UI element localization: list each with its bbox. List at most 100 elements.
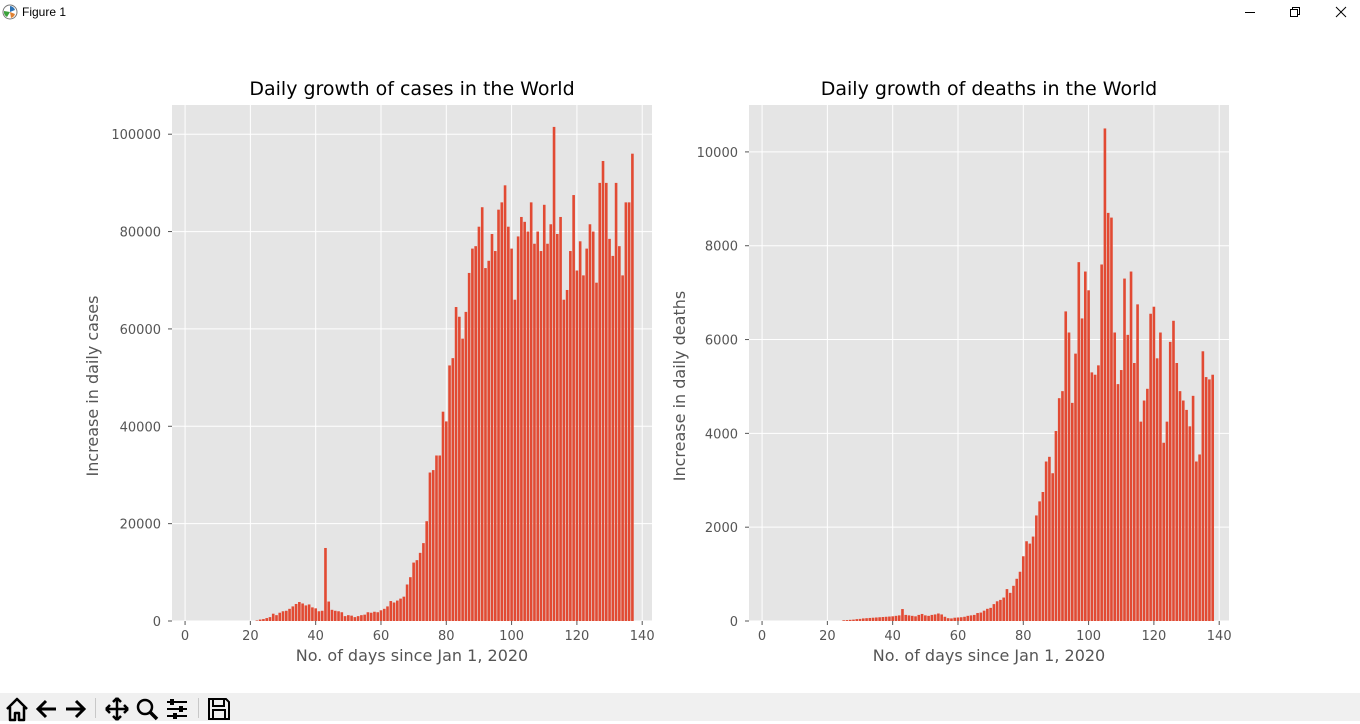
bar	[497, 210, 500, 621]
bar	[520, 217, 523, 621]
bar	[1198, 454, 1201, 621]
bar	[474, 246, 477, 621]
bar	[1166, 422, 1169, 621]
bar	[321, 611, 324, 621]
zoom-button[interactable]	[133, 696, 161, 724]
bar	[1175, 363, 1178, 621]
bar	[1084, 272, 1087, 621]
bar	[285, 611, 288, 621]
bar	[852, 620, 855, 621]
bar	[556, 234, 559, 621]
bar	[1006, 589, 1009, 621]
bar	[1038, 501, 1041, 621]
bar	[305, 605, 308, 621]
x-tick-label: 40	[884, 629, 901, 644]
chart-title: Daily growth of cases in the World	[249, 78, 574, 100]
bar	[1205, 377, 1208, 621]
bar	[869, 618, 872, 621]
bar	[940, 614, 943, 621]
bar	[1074, 354, 1077, 621]
bar	[989, 608, 992, 621]
bar	[1172, 321, 1175, 621]
bar	[373, 612, 376, 621]
restore-icon	[1289, 6, 1301, 18]
x-tick-label: 140	[1207, 629, 1232, 644]
bar	[383, 609, 386, 621]
bar	[461, 339, 464, 621]
x-tick-label: 60	[950, 629, 967, 644]
bar	[953, 618, 956, 621]
bar	[494, 251, 497, 621]
bar	[865, 618, 868, 621]
bar	[950, 618, 953, 621]
bar	[1061, 391, 1064, 621]
bar	[406, 584, 409, 621]
bar	[1035, 515, 1038, 621]
x-tick-label: 120	[1141, 629, 1166, 644]
bar	[1143, 401, 1146, 621]
bar	[347, 615, 350, 621]
bar	[1100, 264, 1103, 621]
bar	[1051, 473, 1054, 621]
bar	[295, 604, 298, 621]
bar	[934, 614, 937, 621]
bar	[927, 616, 930, 621]
y-tick-label: 6000	[705, 334, 738, 349]
save-button[interactable]	[205, 696, 233, 724]
bar	[628, 202, 631, 621]
save-floppy-icon	[206, 696, 232, 722]
bar	[602, 161, 605, 621]
bar	[1113, 333, 1116, 621]
bar	[1149, 314, 1152, 621]
bar	[996, 601, 999, 621]
home-button[interactable]	[3, 696, 31, 724]
bar	[265, 618, 268, 621]
back-button[interactable]	[33, 696, 61, 724]
bar	[308, 604, 311, 621]
bar	[1120, 370, 1123, 621]
bar	[523, 222, 526, 621]
x-axis-label: No. of days since Jan 1, 2020	[873, 646, 1105, 665]
bar	[432, 470, 435, 621]
bar	[1104, 128, 1107, 621]
bar	[1146, 389, 1149, 621]
bar	[608, 239, 611, 621]
close-button[interactable]	[1318, 0, 1360, 24]
restore-button[interactable]	[1272, 0, 1318, 24]
bar	[468, 273, 471, 621]
x-tick-label: 60	[373, 629, 390, 644]
bar	[1055, 431, 1058, 621]
bar	[311, 607, 314, 621]
y-tick-label: 10000	[697, 146, 738, 161]
bar	[563, 300, 566, 621]
bar	[298, 602, 301, 621]
bar	[507, 227, 510, 621]
bar	[301, 603, 304, 621]
bar	[993, 604, 996, 621]
sliders-icon	[164, 696, 190, 722]
pan-button[interactable]	[103, 696, 131, 724]
bar	[878, 617, 881, 621]
bar	[292, 606, 295, 621]
bar	[1094, 375, 1097, 621]
bar	[999, 600, 1002, 621]
x-tick-label: 80	[1015, 629, 1032, 644]
minimize-button[interactable]	[1227, 0, 1273, 24]
bar	[1068, 333, 1071, 621]
bar	[1087, 290, 1090, 621]
configure-subplots-button[interactable]	[163, 696, 191, 724]
bar	[1009, 593, 1012, 621]
bar	[1048, 457, 1051, 621]
close-icon	[1335, 6, 1347, 18]
bar	[921, 614, 924, 621]
x-tick-label: 80	[438, 629, 455, 644]
bar	[1081, 318, 1084, 621]
bar	[862, 618, 865, 621]
bar	[500, 202, 503, 621]
bar	[572, 195, 575, 621]
forward-button[interactable]	[61, 696, 89, 724]
bar	[1110, 218, 1113, 621]
